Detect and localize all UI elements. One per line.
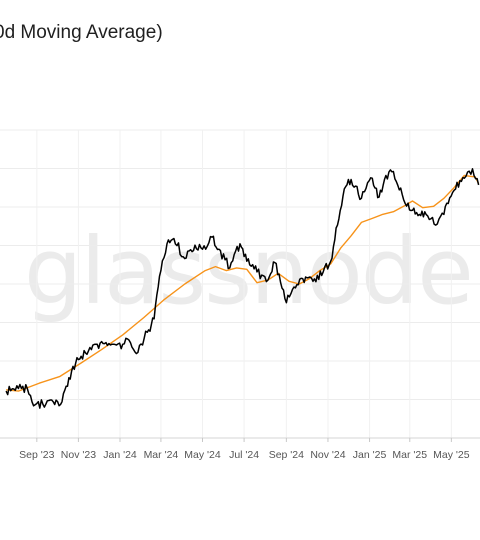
x-axis: Sep '23 Nov '23 Jan '24 Mar '24 May '24 Jul '…	[0, 437, 480, 461]
x-tick-label: Jul '24	[229, 449, 259, 461]
x-tick-label: Jan '24	[103, 449, 137, 461]
x-tick-label: Mar '25	[392, 449, 427, 461]
chart-title: 0d Moving Average)	[0, 22, 163, 43]
moving-average-line	[6, 174, 480, 392]
x-tick-label: Sep '24	[269, 449, 304, 461]
x-tick-label: Nov '24	[310, 449, 345, 461]
grid-lines	[0, 129, 480, 439]
x-tick-label: May '25	[433, 449, 470, 461]
x-tick-label: Sep '23	[19, 449, 54, 461]
x-tick-label: Jan '25	[353, 449, 387, 461]
x-tick-label: Nov '23	[61, 449, 96, 461]
x-tick-label: May '24	[184, 449, 221, 461]
series-lines	[5, 168, 480, 409]
price-series-line	[5, 168, 480, 409]
x-tick-label: Mar '24	[144, 449, 179, 461]
